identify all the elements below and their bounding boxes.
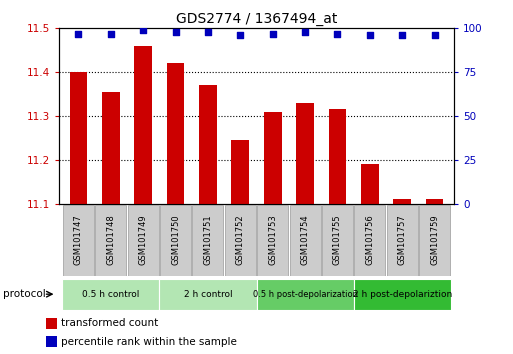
Bar — [231, 140, 249, 204]
Bar — [289, 205, 321, 276]
Bar — [225, 205, 256, 276]
Bar — [419, 205, 450, 276]
Text: GSM101751: GSM101751 — [204, 214, 212, 265]
Bar — [192, 205, 224, 276]
Text: GSM101757: GSM101757 — [398, 214, 407, 265]
Bar — [328, 109, 346, 204]
Point — [204, 29, 212, 35]
Point — [398, 33, 406, 38]
Bar — [62, 279, 160, 310]
Bar — [256, 279, 353, 310]
Text: GSM101748: GSM101748 — [106, 214, 115, 265]
Text: 2 h control: 2 h control — [184, 290, 232, 299]
Bar — [296, 103, 314, 204]
Bar — [128, 205, 159, 276]
Bar — [70, 72, 87, 204]
Bar — [264, 112, 282, 204]
Point — [236, 33, 244, 38]
Bar — [95, 205, 126, 276]
Bar — [426, 199, 443, 204]
Text: GSM101759: GSM101759 — [430, 214, 439, 265]
Bar — [46, 336, 57, 348]
Text: 2 h post-depolariztion: 2 h post-depolariztion — [352, 290, 452, 299]
Text: GSM101753: GSM101753 — [268, 214, 277, 265]
Bar — [102, 92, 120, 204]
Text: 0.5 h control: 0.5 h control — [82, 290, 140, 299]
Text: GSM101756: GSM101756 — [365, 214, 374, 265]
Text: protocol: protocol — [3, 289, 45, 299]
Point — [333, 31, 342, 36]
Bar — [354, 205, 385, 276]
Point — [269, 31, 277, 36]
Bar — [160, 279, 256, 310]
Text: GSM101750: GSM101750 — [171, 214, 180, 265]
Bar — [393, 199, 411, 204]
Text: 0.5 h post-depolarization: 0.5 h post-depolarization — [252, 290, 358, 299]
Bar — [257, 205, 288, 276]
Text: GSM101749: GSM101749 — [139, 214, 148, 265]
Bar — [167, 63, 185, 204]
Bar — [353, 279, 451, 310]
Point — [107, 31, 115, 36]
Bar — [63, 205, 94, 276]
Bar — [134, 46, 152, 204]
Point — [171, 29, 180, 35]
Bar — [387, 205, 418, 276]
Point — [366, 33, 374, 38]
Text: GSM101755: GSM101755 — [333, 214, 342, 265]
Text: GSM101752: GSM101752 — [236, 214, 245, 265]
Text: GSM101747: GSM101747 — [74, 214, 83, 265]
Bar — [199, 85, 217, 204]
Point — [74, 31, 83, 36]
Point — [139, 27, 147, 33]
Bar — [361, 164, 379, 204]
Text: GSM101754: GSM101754 — [301, 214, 309, 265]
Title: GDS2774 / 1367494_at: GDS2774 / 1367494_at — [176, 12, 337, 26]
Bar — [46, 318, 57, 329]
Text: percentile rank within the sample: percentile rank within the sample — [62, 337, 237, 347]
Bar — [322, 205, 353, 276]
Point — [430, 33, 439, 38]
Text: transformed count: transformed count — [62, 318, 159, 328]
Bar — [160, 205, 191, 276]
Point — [301, 29, 309, 35]
